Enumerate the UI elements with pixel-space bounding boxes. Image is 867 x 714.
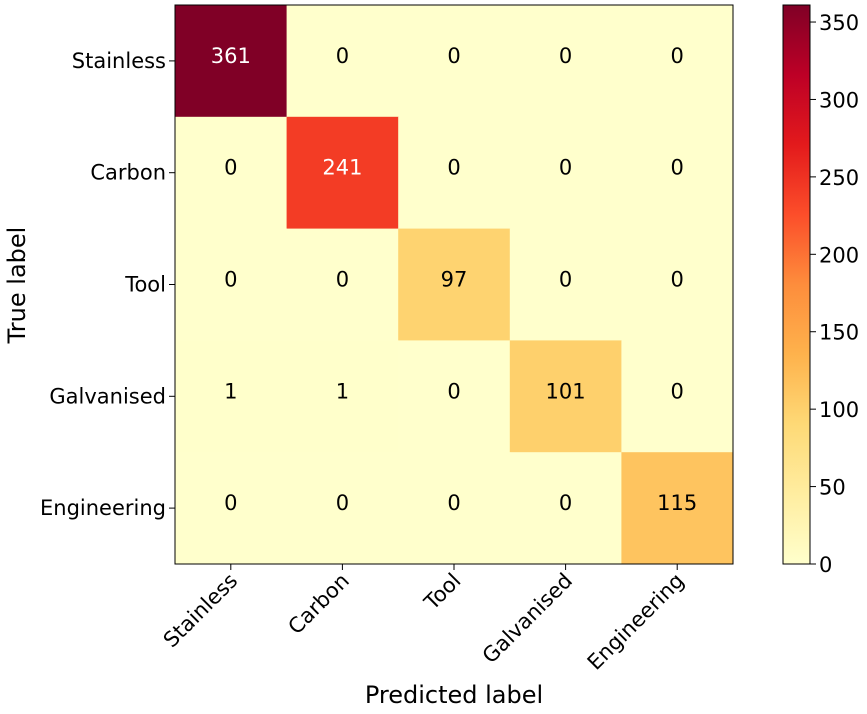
cell-value-label: 0: [671, 268, 684, 292]
heatmap-cell: [509, 5, 622, 118]
colorbar-tick-label: 350: [819, 11, 859, 35]
heatmap-cell: [621, 452, 734, 565]
cell-value-label: 361: [211, 44, 251, 68]
y-tick-label: Stainless: [72, 49, 166, 73]
cell-value-label: 0: [447, 379, 460, 403]
y-axis-ticks: Stainless Carbon Tool Galvanised Engineering: [40, 49, 175, 520]
heatmap-cell: [509, 228, 622, 341]
colorbar-tick-label: 200: [819, 243, 859, 267]
heatmap-cell: [509, 340, 622, 453]
heatmap-cell: [175, 5, 288, 118]
colorbar-ticks: 0 50 100 150 200 250 300 350: [810, 11, 859, 577]
x-tick-label: Carbon: [283, 569, 353, 639]
cell-value-label: 0: [671, 44, 684, 68]
colorbar-tick-label: 150: [819, 321, 859, 345]
cell-value-label: 97: [441, 268, 468, 292]
colorbar-tick-label: 50: [819, 476, 846, 500]
heatmap-cell: [175, 228, 288, 341]
heatmap-cell: [509, 116, 622, 230]
cell-value-label: 0: [224, 491, 237, 515]
y-tick-label: Carbon: [90, 161, 166, 185]
x-tick-label: Stainless: [159, 569, 243, 653]
cell-value-label: 1: [336, 379, 349, 403]
y-axis-label: True label: [3, 227, 31, 345]
heatmap-cell: [286, 340, 399, 453]
heatmap-cell: [398, 452, 511, 565]
heatmap-cell: [509, 452, 622, 565]
heatmap-cell: [286, 5, 399, 118]
cell-value-label: 101: [546, 379, 586, 403]
cell-value-label: 0: [224, 268, 237, 292]
heatmap-cell: [398, 116, 511, 230]
colorbar: [782, 4, 811, 565]
cell-value-label: 0: [671, 156, 684, 180]
y-tick-label: Engineering: [40, 496, 166, 520]
colorbar-tick-label: 0: [819, 553, 832, 577]
cell-value-label: 0: [336, 44, 349, 68]
heatmap-cell: [175, 452, 288, 565]
cell-value-label: 0: [671, 379, 684, 403]
heatmap-cell: [621, 5, 734, 118]
x-tick-label: Tool: [419, 569, 466, 616]
cell-value-labels: 361 0 0 0 00 241 0 0 00 0 97 0 01 1 0 101 00 0 0 0 115: [211, 44, 697, 515]
cell-value-label: 115: [657, 491, 697, 515]
x-tick-label: Galvanised: [478, 569, 577, 668]
cell-value-label: 241: [322, 156, 362, 180]
colorbar-tick-label: 300: [819, 88, 859, 112]
cell-value-label: 0: [447, 491, 460, 515]
heatmap-cells: [175, 5, 734, 565]
cell-value-label: 0: [447, 44, 460, 68]
heatmap-cell: [398, 228, 511, 341]
cell-value-label: 0: [559, 44, 572, 68]
heatmap-cell: [398, 5, 511, 118]
x-axis-label: Predicted label: [365, 681, 543, 709]
cell-value-label: 0: [224, 156, 237, 180]
colorbar-tick-label: 250: [819, 166, 859, 190]
cell-value-label: 1: [224, 379, 237, 403]
y-tick-label: Tool: [124, 273, 166, 297]
heatmap-cell: [286, 228, 399, 341]
heatmap-cell: [621, 340, 734, 453]
colorbar-tick-label: 100: [819, 398, 859, 422]
x-axis-ticks: Stainless Carbon Tool Galvanised Engineering: [159, 564, 689, 675]
heatmap-cell: [621, 228, 734, 341]
cell-value-label: 0: [336, 491, 349, 515]
cell-value-label: 0: [447, 156, 460, 180]
heatmap-cell: [175, 340, 288, 453]
cell-value-label: 0: [559, 268, 572, 292]
heatmap-cell: [175, 116, 288, 230]
cell-value-label: 0: [559, 156, 572, 180]
heatmap-cell: [286, 452, 399, 565]
cell-value-label: 0: [336, 268, 349, 292]
x-tick-label: Engineering: [583, 569, 689, 675]
heatmap-cell: [286, 116, 399, 230]
cell-value-label: 0: [559, 491, 572, 515]
heatmap-cell: [621, 116, 734, 230]
heatmap-cell: [398, 340, 511, 453]
y-tick-label: Galvanised: [49, 384, 166, 408]
